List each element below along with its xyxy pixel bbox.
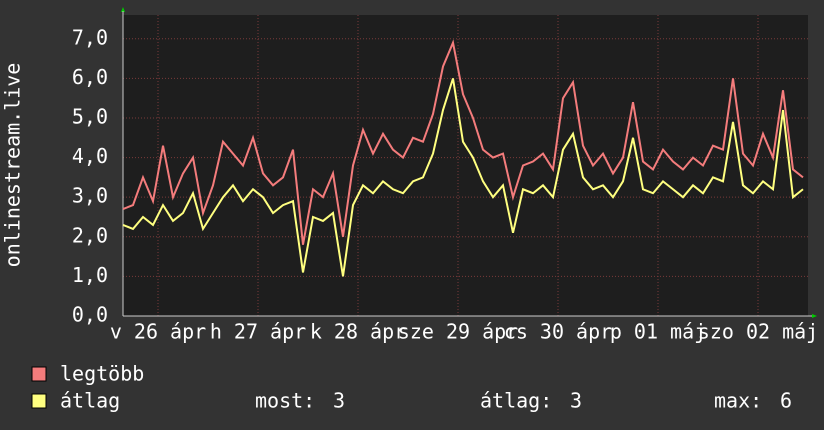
y-tick-label: 1,0 [72,263,108,287]
stat-value: 6 [780,389,792,413]
legend-label: átlag [60,389,120,413]
stat-label: átlag: [480,389,552,413]
series-line [122,39,804,245]
axis-arrow [812,314,817,318]
x-tick-label: v 26 ápr [110,320,206,344]
x-tick-label: sze 29 ápr [398,320,518,344]
x-tick-label: szo 02 máj [698,320,818,344]
legend-swatch [31,393,47,409]
y-tick-label: 4,0 [72,144,108,168]
stat-label: most: [255,389,315,413]
axis-arrow [121,7,125,12]
plot-area [123,15,808,316]
y-tick-label: 6,0 [72,65,108,89]
x-tick-label: h 27 ápr [210,320,306,344]
x-tick-label: cs 30 ápr [504,320,612,344]
legend-swatch [31,366,47,382]
y-tick-label: 3,0 [72,184,108,208]
y-tick-label: 5,0 [72,104,108,128]
stat-value: 3 [333,389,345,413]
legend-label: legtöbb [60,362,144,386]
stat-value: 3 [570,389,582,413]
x-tick-label: p 01 máj [610,320,706,344]
stat-label: max: [714,389,762,413]
y-tick-label: 7,0 [72,25,108,49]
y-tick-label: 2,0 [72,223,108,247]
y-tick-label: 0,0 [72,303,108,327]
series-line [122,78,804,277]
x-tick-label: k 28 ápr [310,320,406,344]
y-axis-title: onlinestream.live [1,63,25,268]
